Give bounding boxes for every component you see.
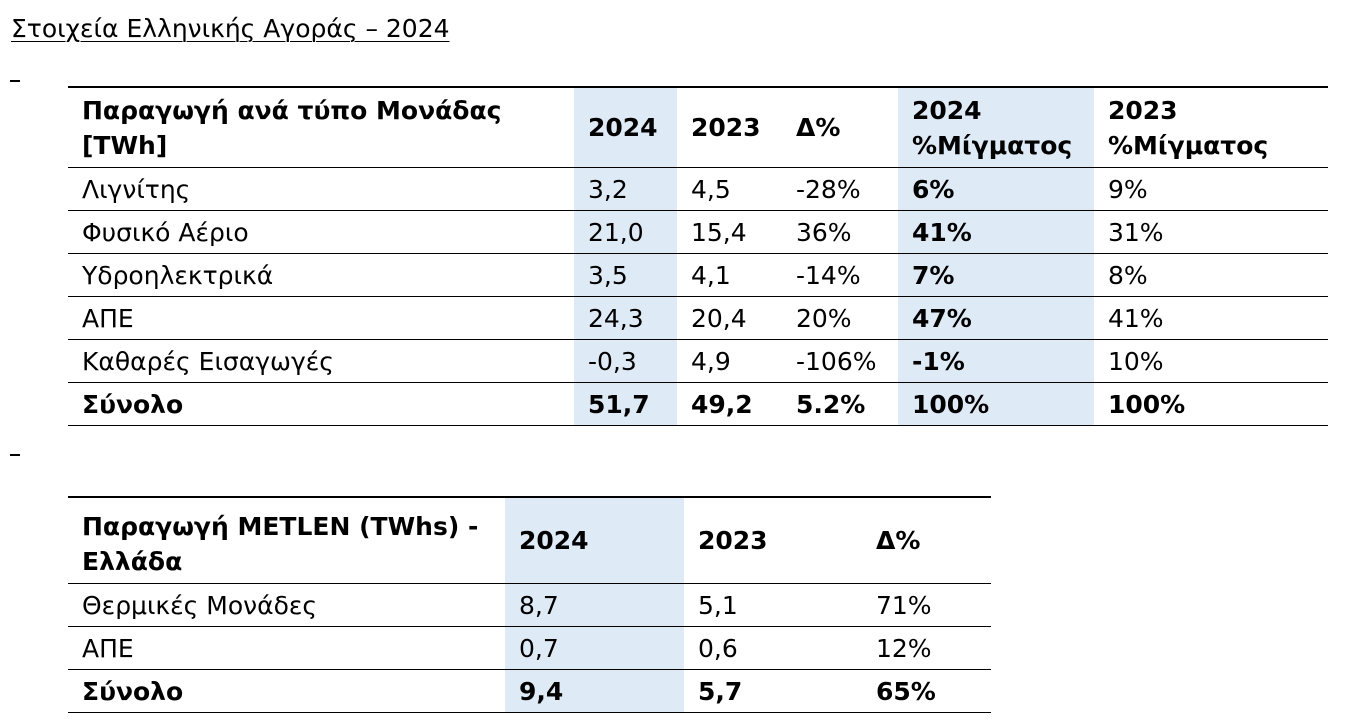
cell-2024: 3,2 [574,167,677,211]
cell-change: 20% [782,296,898,340]
table-total-row: Σύνολο 9,4 5,7 65% [68,669,991,713]
cell-2024: -0,3 [574,339,677,383]
total-change: 65% [862,669,991,713]
cell-2024-mix: 7% [898,253,1094,297]
cell-change: -28% [782,167,898,211]
table-total-row: Σύνολο 51,7 49,2 5.2% 100% 100% [68,382,1328,426]
cell-2023: 5,1 [684,583,862,627]
row-label: Φυσικό Αέριο [68,210,574,254]
cell-2023-mix: 9% [1094,167,1328,211]
cell-2023-mix: 8% [1094,253,1328,297]
cell-2023-mix: 31% [1094,210,1328,254]
column-header-change: Δ% [862,497,991,584]
separator-mark [10,80,20,82]
total-change: 5.2% [782,382,898,426]
table-row: Καθαρές Εισαγωγές -0,3 4,9 -106% -1% 10% [68,339,1328,383]
cell-change: -106% [782,339,898,383]
column-header-production: Παραγωγή METLEN (TWhs) - Ελλάδα [68,497,505,584]
cell-change: 12% [862,626,991,670]
column-header-2024: 2024 [574,87,677,168]
cell-2024-mix: 41% [898,210,1094,254]
table-header-row: Παραγωγή ανά τύπο Μονάδας [TWh] 2024 202… [68,87,1328,168]
separator-mark [10,454,20,456]
market-production-table: Παραγωγή ανά τύπο Μονάδας [TWh] 2024 202… [68,86,1328,426]
cell-2024-mix: -1% [898,339,1094,383]
total-2024: 51,7 [574,382,677,426]
cell-2024: 3,5 [574,253,677,297]
total-2023: 49,2 [677,382,782,426]
row-label: Καθαρές Εισαγωγές [68,339,574,383]
row-label: Θερμικές Μονάδες [68,583,505,627]
cell-2023-mix: 10% [1094,339,1328,383]
cell-2023: 4,9 [677,339,782,383]
row-label: ΑΠΕ [68,626,505,670]
cell-2024-mix: 47% [898,296,1094,340]
cell-change: 71% [862,583,991,627]
cell-2024: 0,7 [505,626,684,670]
row-label: ΑΠΕ [68,296,574,340]
total-2024-mix: 100% [898,382,1094,426]
column-header-2023-mix: 2023 %Μίγματος [1094,87,1328,168]
metlen-production-table: Παραγωγή METLEN (TWhs) - Ελλάδα 2024 202… [68,496,991,713]
cell-2023: 4,1 [677,253,782,297]
column-header-2024-mix: 2024 %Μίγματος [898,87,1094,168]
row-label: Υδροηλεκτρικά [68,253,574,297]
cell-2024-mix: 6% [898,167,1094,211]
table-row: Λιγνίτης 3,2 4,5 -28% 6% 9% [68,167,1328,211]
total-label: Σύνολο [68,382,574,426]
table-row: Υδροηλεκτρικά 3,5 4,1 -14% 7% 8% [68,253,1328,297]
cell-2023: 20,4 [677,296,782,340]
cell-2023: 4,5 [677,167,782,211]
cell-2023-mix: 41% [1094,296,1328,340]
cell-2023: 15,4 [677,210,782,254]
column-header-2023: 2023 [677,87,782,168]
cell-2024: 24,3 [574,296,677,340]
cell-2023: 0,6 [684,626,862,670]
table-row: ΑΠΕ 24,3 20,4 20% 47% 41% [68,296,1328,340]
page-title: Στοιχεία Ελληνικής Αγοράς – 2024 [11,14,450,43]
table-row: ΑΠΕ 0,7 0,6 12% [68,626,991,670]
row-label: Λιγνίτης [68,167,574,211]
total-label: Σύνολο [68,669,505,713]
column-header-production-type: Παραγωγή ανά τύπο Μονάδας [TWh] [68,87,574,168]
table-header-row: Παραγωγή METLEN (TWhs) - Ελλάδα 2024 202… [68,497,991,584]
total-2023: 5,7 [684,669,862,713]
table-row: Φυσικό Αέριο 21,0 15,4 36% 41% 31% [68,210,1328,254]
column-header-change: Δ% [782,87,898,168]
cell-2024: 8,7 [505,583,684,627]
cell-change: 36% [782,210,898,254]
column-header-2024: 2024 [505,497,684,584]
total-2024: 9,4 [505,669,684,713]
column-header-2023: 2023 [684,497,862,584]
cell-2024: 21,0 [574,210,677,254]
total-2023-mix: 100% [1094,382,1328,426]
cell-change: -14% [782,253,898,297]
table-row: Θερμικές Μονάδες 8,7 5,1 71% [68,583,991,627]
